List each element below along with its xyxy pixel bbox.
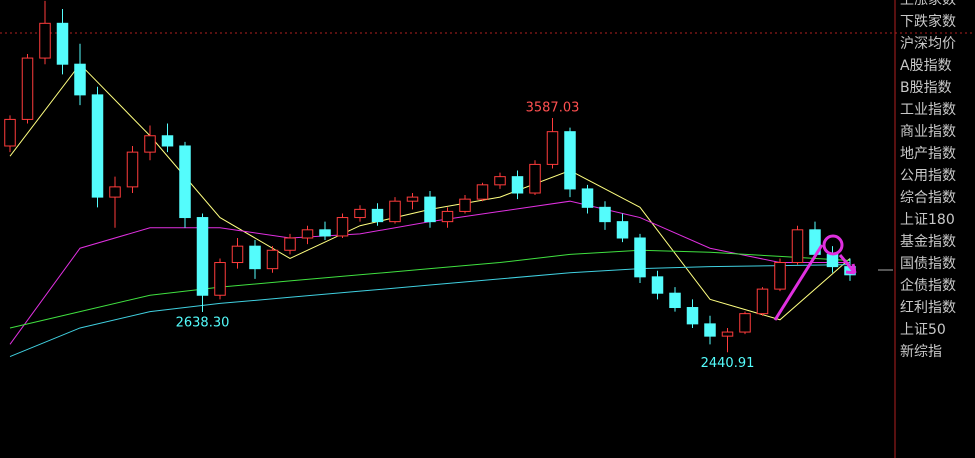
plot: 2638.30 3587.03 2440.91: [4, 0, 856, 371]
candle-body: [651, 276, 664, 294]
candle-body: [56, 22, 69, 65]
candle-body: [39, 22, 51, 59]
menu-item[interactable]: 上证180: [900, 212, 955, 228]
menu-item[interactable]: 沪深均价: [900, 36, 956, 52]
candle-body: [301, 229, 314, 239]
moving-average: [9, 264, 851, 358]
candle-body: [791, 229, 804, 264]
menu-item[interactable]: A股指数: [900, 58, 952, 74]
candle-body: [441, 210, 454, 223]
candle-body: [249, 245, 261, 270]
candle-body: [91, 94, 104, 198]
candle-body: [74, 63, 86, 96]
candle-body: [599, 206, 611, 223]
candle-body: [581, 188, 594, 208]
candle-body: [546, 131, 559, 165]
candle-body: [214, 262, 226, 296]
candle-body: [704, 323, 716, 337]
menu-item[interactable]: 地产指数: [900, 146, 956, 162]
menu-item[interactable]: B股指数: [900, 80, 952, 96]
candle-body: [739, 313, 751, 333]
menu-item[interactable]: 基金指数: [900, 233, 956, 250]
candle-body: [389, 200, 401, 223]
candle-body: [529, 163, 541, 194]
candle-body: [424, 196, 436, 223]
candle-body: [476, 184, 489, 200]
candle-body: [336, 217, 349, 237]
candle-body: [4, 118, 16, 147]
candle-body: [669, 292, 681, 309]
candle-body: [161, 135, 174, 147]
candle-body: [371, 208, 384, 223]
candle-body: [196, 217, 209, 296]
candle-body: [354, 208, 366, 219]
candle-body: [179, 145, 191, 219]
candle-body: [406, 196, 419, 202]
annotation-arrow: [773, 234, 857, 321]
menu-item[interactable]: 上涨家数: [900, 0, 956, 8]
candle-body: [231, 245, 244, 264]
candle-body: [319, 229, 331, 237]
candle-body: [126, 151, 139, 188]
menu-item[interactable]: 新综指: [900, 344, 942, 360]
candle-body: [266, 249, 279, 270]
candle-body: [826, 253, 839, 268]
menu-item[interactable]: 红利指数: [900, 300, 956, 316]
candle-body: [721, 331, 734, 337]
candle-body: [21, 57, 34, 120]
candle-body: [634, 237, 646, 278]
candle-body: [564, 131, 576, 190]
candle-body: [459, 198, 471, 212]
arrow-up: [773, 244, 824, 321]
menu-item[interactable]: 企债指数: [900, 277, 956, 294]
high-label: 3587.03: [526, 100, 580, 115]
candle-body: [616, 221, 629, 239]
candle-body: [494, 176, 506, 186]
menu-item[interactable]: 工业指数: [900, 102, 956, 118]
menu-item[interactable]: 商业指数: [900, 124, 956, 140]
candle-body: [144, 135, 156, 153]
candle-body: [756, 288, 769, 315]
low-label: 2440.91: [701, 356, 755, 371]
candle-body: [109, 186, 121, 198]
menu-item[interactable]: 下跌家数: [900, 13, 956, 30]
candle-body: [774, 262, 786, 290]
low-label: 2638.30: [176, 315, 230, 330]
menu-item[interactable]: 公用指数: [900, 168, 956, 184]
candle-body: [511, 176, 524, 194]
moving-average: [9, 249, 851, 329]
circle: [822, 234, 844, 256]
candle-body: [686, 307, 699, 325]
arrow-down: [838, 254, 857, 275]
candle-body: [284, 237, 296, 251]
menu-item[interactable]: 国债指数: [900, 256, 956, 272]
menu-item[interactable]: 综合指数: [900, 190, 956, 206]
menu-item[interactable]: 上证50: [900, 322, 946, 338]
